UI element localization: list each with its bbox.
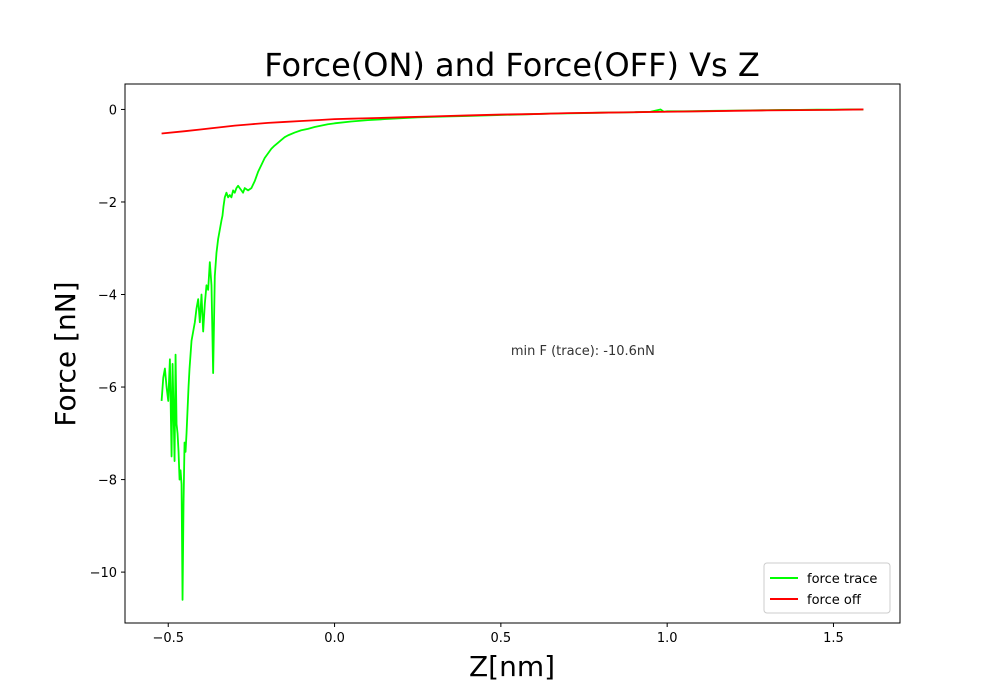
legend-label: force off: [807, 593, 862, 608]
x-tick-label: 0.5: [491, 631, 512, 646]
y-tick-label: −2: [98, 196, 117, 211]
y-axis: 0 −2 −4 −6 −8 −10: [90, 103, 125, 581]
series-line-force-off: [161, 108, 864, 135]
x-tick-label: −0.5: [152, 631, 184, 646]
legend: force trace force off: [763, 562, 891, 614]
y-tick-label: −8: [98, 474, 117, 489]
y-tick-label: −4: [98, 289, 117, 304]
legend-label: force trace: [807, 572, 877, 587]
plot-frame: [124, 83, 901, 624]
y-tick-label: 0: [109, 103, 117, 118]
legend-box: [763, 562, 891, 614]
min-force-annotation: min F (trace): -10.6nN: [511, 344, 655, 359]
chart-title: Force(ON) and Force(OFF) Vs Z: [264, 46, 760, 84]
y-tick-label: −6: [98, 381, 117, 396]
y-tick-label: −10: [90, 566, 117, 581]
x-tick-label: 1.0: [657, 631, 678, 646]
x-tick-label: 0.0: [324, 631, 345, 646]
y-axis-label: Force [nN]: [49, 281, 82, 426]
x-axis-label: Z[nm]: [469, 650, 555, 683]
x-tick-label: 1.5: [823, 631, 844, 646]
plot-area: [124, 83, 901, 624]
x-axis: −0.5 0.0 0.5 1.0 1.5: [152, 623, 844, 646]
